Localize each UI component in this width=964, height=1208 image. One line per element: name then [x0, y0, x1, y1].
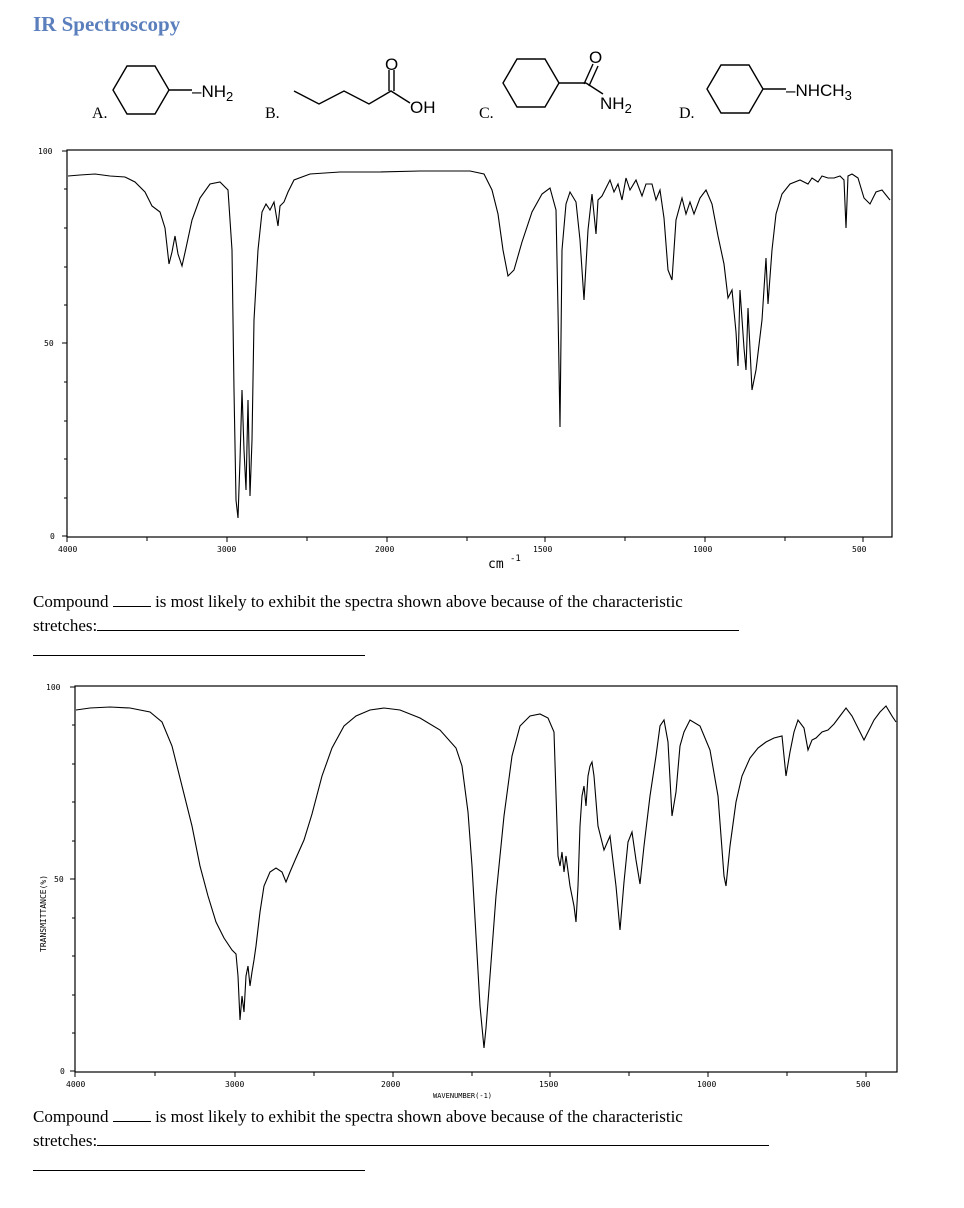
compound-b-hydroxyl: OH [410, 98, 436, 117]
compound-a-letter: A. [92, 105, 108, 122]
compound-b-carbonyl-o: O [385, 55, 398, 74]
spectrum-2-frame [74, 685, 898, 1073]
compound-structures: –NH2 A. O OH B. O NH2 C. –NHCH3 D. [92, 48, 852, 122]
spectrum-2-y-ticks [70, 686, 75, 1072]
spectrum-1-y-tick-0: 0 [50, 532, 55, 541]
compound-a-group: –NH2 [192, 82, 233, 104]
spectrum-2-x-tick-3000: 3000 [225, 1080, 244, 1089]
spectrum-2-y-label: TRANSMITTANCE(%) [39, 875, 48, 952]
spectrum-2-y-tick-0: 0 [60, 1067, 65, 1076]
compound-c-structure [502, 58, 604, 108]
question-1-text: is most likely to exhibit the spectra sh… [155, 592, 683, 611]
spectrum-2-y-tick-100: 100 [46, 683, 61, 692]
spectrum-1-x-tick-2000: 2000 [375, 545, 394, 554]
question-2-answer-blank[interactable] [97, 1145, 770, 1146]
question-1-lead: Compound [33, 592, 109, 611]
spectrum-1-y-tick-50: 50 [44, 339, 54, 348]
spectrum-1-x-tick-3000: 3000 [217, 545, 236, 554]
compound-c-amide-nh2: NH2 [600, 94, 632, 116]
question-1-answer-line-2[interactable] [33, 655, 365, 656]
spectrum-2-x-tick-1000: 1000 [697, 1080, 716, 1089]
compound-b-structure [293, 70, 411, 105]
ir-spectrum-1: 100 50 0 4000 3000 2000 1500 1000 500 cm… [38, 147, 893, 572]
spectrum-2-x-label: WAVENUMBER(-1) [433, 1092, 492, 1100]
question-1-answer-blank[interactable] [97, 630, 740, 631]
spectrum-1-frame [66, 149, 893, 538]
spectrum-2-y-tick-50: 50 [54, 875, 64, 884]
spectrum-1-x-unit: cm [488, 557, 504, 572]
spectrum-1-trace [67, 170, 891, 519]
spectrum-1-x-tick-1000: 1000 [693, 545, 712, 554]
spectrum-2-x-tick-1500: 1500 [539, 1080, 558, 1089]
spectrum-2-trace [75, 705, 897, 1049]
compound-c-letter: C. [479, 105, 494, 122]
spectrum-1-y-tick-100: 100 [38, 147, 53, 156]
compound-a-structure [112, 65, 192, 115]
compound-b-letter: B. [265, 105, 280, 122]
question-2-answer-line-2[interactable] [33, 1170, 365, 1171]
question-2-text: is most likely to exhibit the spectra sh… [155, 1107, 683, 1126]
spectrum-2-x-tick-2000: 2000 [381, 1080, 400, 1089]
spectrum-1-y-ticks [62, 150, 67, 537]
spectrum-1-x-ticks [66, 537, 864, 542]
spectrum-2-x-ticks [74, 1072, 867, 1077]
question-2: Compound is most likely to exhibit the s… [33, 1105, 933, 1153]
compound-c-carbonyl-o: O [589, 48, 602, 67]
ir-spectrum-2: TRANSMITTANCE(%) 100 50 0 4000 3000 2000… [39, 683, 898, 1100]
compound-d-structure [706, 64, 786, 114]
page-title: IR Spectroscopy [33, 12, 181, 36]
spectrum-1-x-tick-1500: 1500 [533, 545, 552, 554]
question-2-lead: Compound [33, 1107, 109, 1126]
spectrum-1-x-tick-4000: 4000 [58, 545, 77, 554]
spectrum-1-x-tick-500: 500 [852, 545, 867, 554]
question-2-stretches-label: stretches: [33, 1131, 98, 1150]
compound-d-group: –NHCH3 [786, 81, 852, 103]
spectrum-2-x-tick-4000: 4000 [66, 1080, 85, 1089]
spectrum-2-x-tick-500: 500 [856, 1080, 871, 1089]
compound-d-letter: D. [679, 105, 695, 122]
question-1-compound-blank[interactable] [112, 606, 151, 607]
question-1: Compound is most likely to exhibit the s… [33, 590, 933, 638]
spectrum-1-x-unit-exp: -1 [510, 554, 521, 564]
question-1-stretches-label: stretches: [33, 616, 98, 635]
question-2-compound-blank[interactable] [112, 1121, 151, 1122]
